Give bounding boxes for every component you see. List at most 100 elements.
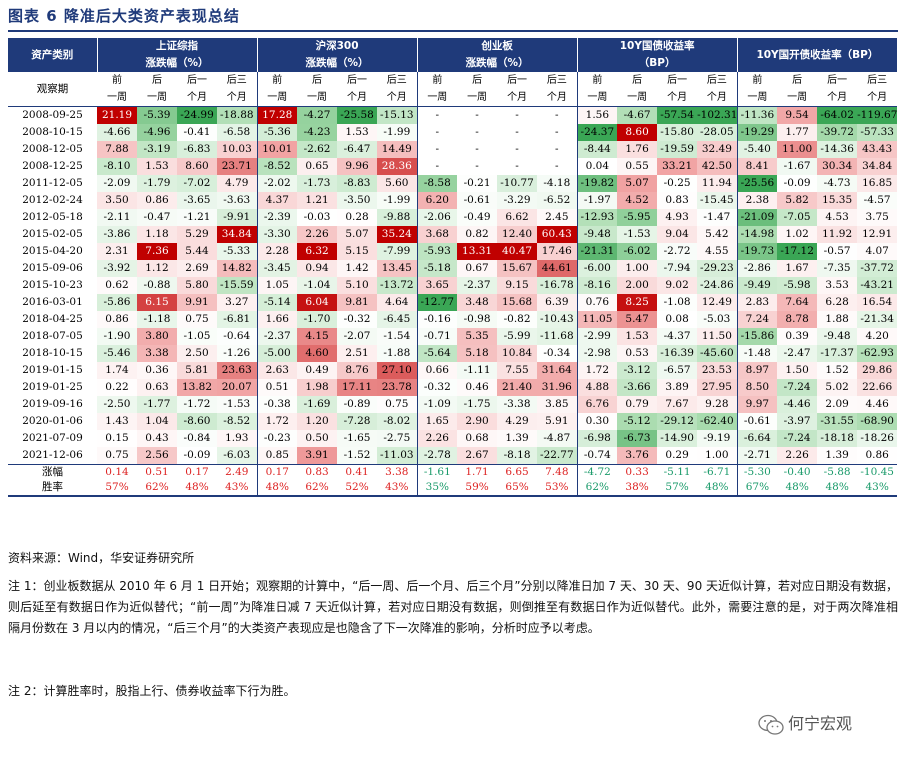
table-cell: -1.99	[377, 124, 418, 141]
table-cell: 13.82	[177, 379, 217, 396]
table-cell: -	[457, 124, 498, 141]
table-cell: -	[416, 124, 458, 141]
table-cell: 5.15	[337, 243, 378, 260]
table-cell: 0.75	[377, 396, 418, 413]
table-cell: -	[537, 106, 578, 124]
stat-cell: 48%	[777, 480, 818, 497]
table-cell: -	[457, 141, 498, 158]
table-row: 2021-07-09 0.15 0.43 -0.84 1.93 -0.23 0.50 -1.6…	[8, 430, 898, 447]
table-cell: 34.84	[857, 158, 898, 175]
table-cell: 0.50	[297, 430, 338, 447]
table-cell: -8.83	[337, 175, 378, 192]
table-cell: 3.68	[416, 226, 458, 243]
table-row: 2019-01-15 1.74 0.36 5.81 23.63 2.63 0.49 8.76 2…	[8, 362, 898, 379]
table-cell: -0.61	[736, 413, 778, 430]
stat-cell: -1.61	[416, 464, 458, 480]
table-cell: -2.06	[416, 209, 458, 226]
figure-title: 图表 6 降准后大类资产表现总结	[8, 4, 898, 32]
table-cell: -102.31	[697, 106, 738, 124]
table-cell: -19.73	[736, 243, 778, 260]
observation-period-header: 观察期	[8, 72, 97, 107]
table-cell: 60.43	[537, 226, 578, 243]
period-header: 后一周	[777, 72, 818, 107]
table-cell: -1.77	[137, 396, 177, 413]
table-cell: -	[537, 124, 578, 141]
table-cell: -	[497, 124, 538, 141]
table-cell: -3.45	[256, 260, 298, 277]
table-cell: 8.60	[177, 158, 217, 175]
table-row: 2008-12-05 7.88 -3.19 -6.83 10.03 10.01 -2.62-…	[8, 141, 898, 158]
table-cell: -6.64	[736, 430, 778, 447]
table-cell: 8.76	[337, 362, 378, 379]
table-cell: 17.11	[337, 379, 378, 396]
table-row: 2015-10-23 0.62 -0.88 5.80 -15.59 1.05 -1.04 5.…	[8, 277, 898, 294]
stat-cell: -0.40	[783, 466, 811, 478]
asset-performance-table: 资产类别 上证综指 涨跌幅（%） 沪深300 涨跌幅（%） 创业板 涨跌幅（%） 10Y国债收…	[8, 38, 898, 497]
table-cell: 0.30	[576, 413, 618, 430]
table-cell: -4.37	[657, 328, 698, 345]
table-cell: 14.82	[217, 260, 258, 277]
table-cell: 30.34	[817, 158, 858, 175]
table-cell: -12.77	[416, 294, 458, 311]
table-row: 2018-07-05 -1.90 3.80 -1.05 -0.64 -2.37 4.15 -2…	[8, 328, 898, 345]
table-cell: 3.75	[857, 209, 898, 226]
table-cell: -21.31	[576, 243, 618, 260]
table-cell: 20.07	[217, 379, 258, 396]
table-cell: -1.72	[177, 396, 217, 413]
table-cell: 9.97	[736, 396, 778, 413]
table-cell: 2.83	[736, 294, 778, 311]
table-cell: -1.79	[137, 175, 177, 192]
table-cell: -24.37	[576, 124, 618, 141]
table-cell: 2.67	[457, 447, 498, 465]
table-cell: 1.05	[256, 277, 298, 294]
table-cell: 1.72	[256, 413, 298, 430]
table-cell: -19.82	[576, 175, 618, 192]
table-cell: -1.53	[617, 226, 658, 243]
table-cell: 2.00	[617, 277, 658, 294]
table-cell: 6.76	[576, 396, 618, 413]
table-cell: -22.77	[537, 447, 578, 465]
table-cell: -3.50	[337, 192, 378, 209]
stat-cell: 35%	[416, 480, 458, 497]
table-cell: -7.24	[777, 379, 818, 396]
period-header: 后一 个月	[817, 72, 858, 107]
table-cell: -7.05	[777, 209, 818, 226]
table-row: 2018-10-15 -5.46 3.38 2.50 -1.26 -5.00 4.60 2.5…	[8, 345, 898, 362]
table-cell: -6.02	[617, 243, 658, 260]
table-cell: 40.47	[497, 243, 538, 260]
table-cell: -3.66	[617, 379, 658, 396]
table-cell: 5.42	[697, 226, 738, 243]
table-cell: -1.08	[657, 294, 698, 311]
table-cell: -	[497, 141, 538, 158]
table-cell: 11.05	[576, 311, 618, 328]
table-cell: -8.16	[576, 277, 618, 294]
table-cell: -	[457, 106, 498, 124]
row-date: 2015-10-23	[22, 279, 83, 291]
table-cell: -0.82	[497, 311, 538, 328]
table-cell: -21.09	[736, 209, 778, 226]
table-cell: -5.36	[256, 124, 298, 141]
row-date: 2015-02-05	[22, 228, 83, 240]
table-cell: -1.97	[576, 192, 618, 209]
table-row: 2018-04-25 0.86 -1.18 0.75 -6.81 1.66 -1.70 -0.…	[8, 311, 898, 328]
table-cell: 0.75	[177, 311, 217, 328]
table-cell: 3.91	[297, 447, 338, 465]
stat-row: 胜率 57% 62% 48% 43% 48% 62% 52% 43% 35% 59% 65% 53% 62…	[8, 480, 898, 497]
table-cell: 6.62	[497, 209, 538, 226]
table-cell: -6.58	[217, 124, 258, 141]
table-cell: 44.61	[537, 260, 578, 277]
table-cell: -4.66	[97, 124, 137, 141]
table-cell: 1.93	[217, 430, 258, 447]
table-cell: 2.63	[256, 362, 298, 379]
stat-cell: 0.83	[305, 466, 329, 478]
table-cell: 34.84	[217, 226, 258, 243]
table-cell: 14.49	[377, 141, 418, 158]
table-cell: 10.84	[497, 345, 538, 362]
table-cell: 2.09	[817, 396, 858, 413]
table-cell: -1.99	[377, 192, 418, 209]
stat-cell: 0.17	[256, 464, 298, 480]
table-cell: 2.31	[97, 243, 137, 260]
table-cell: -	[537, 158, 578, 175]
table-cell: 7.55	[497, 362, 538, 379]
stat-label: 胜率	[8, 480, 97, 497]
